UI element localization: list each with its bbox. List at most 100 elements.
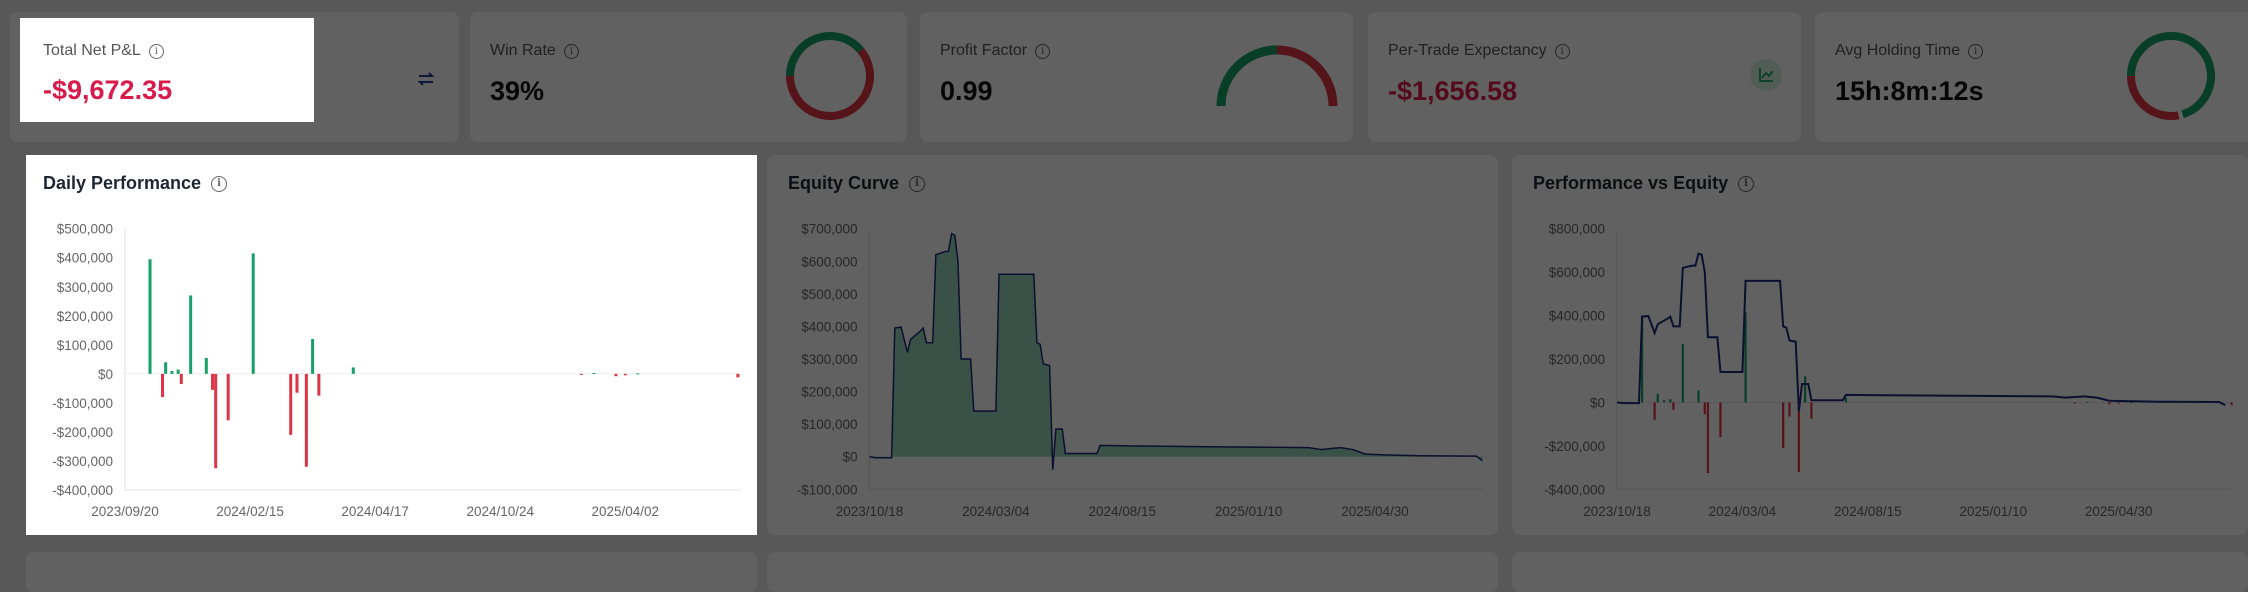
gain-bar [1669,399,1672,403]
loss-bar [214,373,218,469]
y-tick-label: $0 [98,367,113,382]
win-rate-donut [786,32,874,120]
performance-vs-equity-title-row: Performance vs Equity i [1533,173,1755,194]
gain-bar [2130,401,2133,403]
equity-curve-chart: $700,000 $600,000 $500,000 $400,000 $300,000… [797,222,1484,519]
info-icon[interactable]: i [563,43,579,59]
y-tick-label: $400,000 [57,251,113,266]
loss-bar [1653,402,1656,420]
gain-bar [1656,393,1659,403]
y-tick-label: $100,000 [57,338,113,353]
y-tick-label: $400,000 [801,319,857,334]
green-arc [2127,32,2215,119]
y-tick-label: -$100,000 [797,482,858,497]
loss-bar [211,373,215,390]
y-tick-label: $0 [842,450,857,465]
gain-bar [164,362,168,374]
gain-bar [1744,312,1747,403]
gain-bar [1804,376,1807,403]
gain-bar [311,339,315,374]
info-icon[interactable]: i [1554,43,1570,59]
loss-bar [2117,402,2120,404]
y-tick-label: $200,000 [1549,352,1605,367]
y-tick-label: $500,000 [801,287,857,302]
holding-time-value: 15h:8m:12s [1835,76,1984,106]
profit-factor-gauge [1216,45,1338,107]
kpi-card-profit-factor: Profit Factor i 0.99 [920,12,1353,142]
y-tick-label: $600,000 [801,254,857,269]
win-arc [786,32,864,77]
y-tick-label: $200,000 [801,385,857,400]
gain-bar [592,372,596,374]
win-rate-value: 39% [490,76,545,106]
daily-performance-card: Daily Performance i $500,000 $400,000 $300… [26,155,757,535]
loss-bar [2108,402,2111,405]
gain-bar [170,370,174,374]
x-tick-label: 2024/10/24 [466,504,534,519]
y-tick-label: -$300,000 [52,454,113,469]
x-tick-label: 2025/04/30 [2085,504,2153,519]
loss-bar [736,373,740,378]
info-icon[interactable]: i [1738,175,1755,192]
x-tick-label: 2025/04/30 [1341,504,1409,519]
expectancy-label-row: Per-Trade Expectancy i [1388,42,1570,60]
loss-bar [1788,402,1791,417]
profit-factor-value: 0.99 [940,76,993,106]
loss-bar [2073,402,2076,404]
equity-line [1616,252,2226,412]
loss-bar [289,373,293,435]
profit-factor-label-row: Profit Factor i [940,42,1051,60]
red-arc [2127,75,2180,120]
equity-area [869,233,1483,470]
loss-bar [1782,402,1785,449]
equity-curve-card: Equity Curve i $700,000 $600,000 $500,000 $… [767,155,1498,535]
info-icon[interactable]: i [148,43,164,59]
y-tick-label: $400,000 [1549,309,1605,324]
equity-curve-title: Equity Curve [788,173,900,193]
y-tick-label: $700,000 [801,222,857,237]
loss-bar [304,373,308,467]
x-tick-label: 2023/10/18 [1583,504,1651,519]
gain-bar [148,259,152,374]
loss-bar [317,373,321,396]
gain-bar [251,253,255,374]
y-tick-label: -$400,000 [1544,482,1605,497]
x-tick-label: 2023/10/18 [836,504,904,519]
gain-bar [1697,390,1700,403]
gauge-red-arc [1276,45,1338,107]
gain-bar [1662,400,1666,403]
holding-time-label-row: Avg Holding Time i [1835,42,1984,60]
gain-bar [351,367,355,374]
kpi-card-expectancy: Per-Trade Expectancy i -$1,656.58 [1368,12,1801,142]
loss-bar [1706,402,1710,474]
profit-factor-label: Profit Factor [940,42,1028,59]
loss-bar [1672,402,1675,411]
daily-performance-title-row: Daily Performance i [43,173,228,194]
info-icon[interactable]: i [909,175,926,192]
gain-bar [1681,343,1684,403]
chart-line-icon [1750,59,1782,91]
y-tick-label: $200,000 [57,309,113,324]
loss-bar [1797,402,1800,472]
daily-performance-chart: $500,000 $400,000 $300,000 $200,000 $100,000… [52,222,741,519]
y-tick-label: $300,000 [57,280,113,295]
lower-card-3 [1512,552,2248,592]
performance-vs-equity-card: Performance vs Equity i $800,000 $600,000… [1512,155,2248,535]
holding-time-label: Avg Holding Time [1835,42,1961,59]
y-tick-label: $0 [1590,395,1605,410]
net-pnl-highlight: Total Net P&L i -$9,672.35 [20,18,314,122]
performance-vs-equity-chart: $800,000 $600,000 $400,000 $200,000 $0 -$200,… [1544,222,2233,519]
swap-icon[interactable] [415,68,437,90]
x-tick-label: 2024/08/15 [1088,504,1156,519]
x-tick-label: 2024/03/04 [962,504,1030,519]
loss-bar [1703,402,1706,415]
info-icon[interactable]: i [211,175,228,192]
info-icon[interactable]: i [1968,43,1984,59]
loss-bar [179,373,183,385]
info-icon[interactable]: i [1035,43,1051,59]
net-pnl-label: Total Net P&L [43,42,141,59]
y-tick-label: -$400,000 [52,483,113,498]
loss-bar [295,373,299,393]
x-tick-label: 2024/03/04 [1709,504,1777,519]
x-tick-label: 2025/01/10 [1215,504,1283,519]
